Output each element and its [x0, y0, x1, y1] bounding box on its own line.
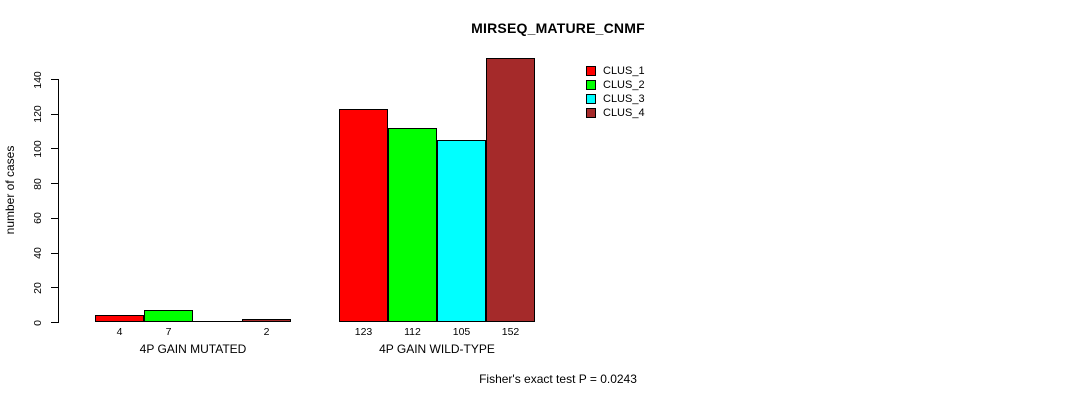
bar-clus_2-group1	[144, 310, 193, 322]
bar-clus_1-group2	[339, 109, 388, 322]
legend-label: CLUS_4	[603, 107, 645, 119]
y-tick-label: 120	[32, 105, 44, 123]
legend-item-clus_2: CLUS_2	[586, 78, 645, 92]
y-tick-label: 80	[32, 177, 44, 190]
legend-label: CLUS_1	[603, 65, 645, 77]
bar-clus_1-group1	[95, 315, 144, 322]
legend-swatch-clus_1	[586, 66, 596, 76]
y-tick-mark	[51, 218, 58, 219]
y-axis-label: number of cases	[3, 145, 17, 235]
y-tick-label: 0	[32, 319, 44, 326]
y-tick-mark	[51, 183, 58, 184]
y-tick-label: 100	[32, 140, 44, 158]
bar-value-label: 105	[452, 326, 471, 338]
bar-clus_2-group2	[388, 128, 437, 322]
bar-clus_3-group1-zero	[193, 321, 243, 322]
bar-value-label: 4	[116, 326, 123, 338]
legend-swatch-clus_2	[586, 80, 596, 90]
legend-swatch-clus_4	[586, 108, 596, 118]
bar-value-label: 2	[263, 326, 270, 338]
bar-value-label: 152	[501, 326, 520, 338]
y-tick-label: 20	[32, 281, 44, 294]
legend-label: CLUS_2	[603, 79, 645, 91]
y-tick-mark	[51, 287, 58, 288]
y-tick-mark	[51, 322, 58, 323]
legend-swatch-clus_3	[586, 94, 596, 104]
chart-title: MIRSEQ_MATURE_CNMF	[471, 20, 645, 36]
y-axis-line	[58, 79, 59, 323]
y-tick-label: 40	[32, 247, 44, 259]
fisher-test-annotation: Fisher's exact test P = 0.0243	[479, 372, 637, 386]
bar-value-label: 112	[404, 326, 421, 338]
bar-clus_4-group2	[486, 58, 535, 322]
y-tick-mark	[51, 114, 58, 115]
y-tick-mark	[51, 148, 58, 149]
legend: CLUS_1 CLUS_2 CLUS_3 CLUS_4	[586, 64, 645, 120]
y-tick-label: 140	[32, 70, 44, 89]
bar-clus_3-group2	[437, 140, 486, 322]
legend-item-clus_3: CLUS_3	[586, 92, 645, 106]
legend-label: CLUS_3	[603, 93, 645, 105]
bar-clus_4-group1	[242, 319, 291, 322]
y-tick-label: 60	[32, 212, 44, 225]
x-group-label-mutated: 4P GAIN MUTATED	[139, 342, 247, 356]
legend-item-clus_1: CLUS_1	[586, 64, 645, 78]
bar-value-label: 7	[165, 326, 172, 338]
y-tick-mark	[51, 253, 58, 254]
legend-item-clus_4: CLUS_4	[586, 106, 645, 120]
y-tick-mark	[51, 79, 58, 80]
bar-value-label: 123	[354, 326, 373, 338]
x-group-label-wild-type: 4P GAIN WILD-TYPE	[379, 342, 495, 356]
